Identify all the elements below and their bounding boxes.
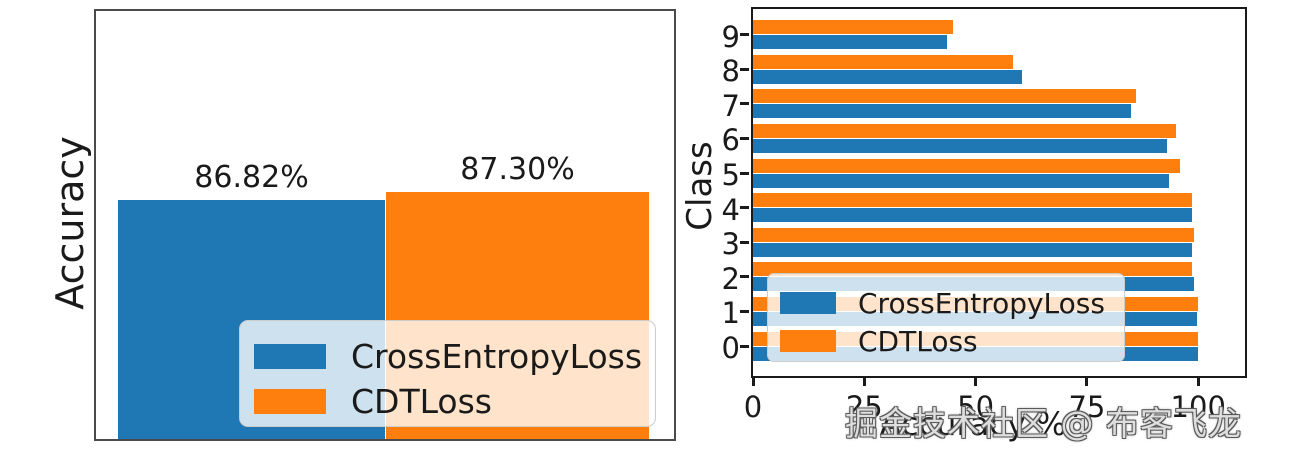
y-axis-tick-mark: [740, 206, 749, 210]
left-legend-row-crossentropyloss: CrossEntropyLoss: [254, 334, 655, 379]
right-y-axis-tick-marks: [740, 7, 751, 378]
bar-value-label-cdtloss: 87.30%: [460, 151, 575, 187]
legend-swatch-crossentropyloss-icon: [254, 344, 326, 369]
right-legend-label-crossentropyloss: CrossEntropyLoss: [858, 286, 1105, 320]
right-legend-row-crossentropyloss: CrossEntropyLoss: [780, 284, 1124, 322]
legend-swatch-crossentropyloss-icon: [780, 292, 836, 314]
right-x-axis-label: Accuracy %: [879, 405, 1067, 443]
right-bar-class2-cdtloss: [753, 262, 1192, 277]
y-axis-tick-mark: [740, 309, 749, 313]
x-axis-tick-mark: [1085, 378, 1089, 386]
right-plot-area: CrossEntropyLoss CDTLoss: [751, 7, 1247, 378]
x-axis-tick-mark: [751, 378, 755, 386]
right-bar-class8-cdtloss: [753, 54, 1014, 69]
right-x-axis-tick-labels: 0 25 50 75 100: [744, 378, 1247, 438]
left-legend-label-cdtloss: CDTLoss: [351, 382, 492, 421]
y-axis-tick-label-0: 0: [721, 331, 740, 365]
x-axis-tick-label-0: 0: [743, 390, 763, 424]
right-bar-class9-crossentropyloss: [753, 35, 947, 50]
right-legend-label-cdtloss: CDTLoss: [858, 324, 978, 358]
y-axis-tick-mark: [740, 136, 749, 140]
right-legend-row-cdtloss: CDTLoss: [780, 322, 1124, 360]
right-bar-class6-crossentropyloss: [753, 138, 1168, 153]
y-axis-tick-label-5: 5: [721, 158, 740, 192]
left-y-axis-label: Accuracy: [48, 136, 92, 310]
right-bar-class7-crossentropyloss: [753, 104, 1132, 119]
y-axis-tick-label-2: 2: [721, 261, 740, 296]
legend-swatch-cdtloss-icon: [254, 389, 326, 414]
y-axis-tick-label-4: 4: [721, 192, 740, 227]
right-bar-class9-cdtloss: [753, 20, 954, 35]
y-axis-tick-mark: [740, 102, 749, 106]
right-bar-class7-cdtloss: [753, 89, 1136, 104]
y-axis-tick-label-7: 7: [721, 88, 740, 123]
y-axis-tick-mark: [740, 275, 749, 279]
right-legend: CrossEntropyLoss CDTLoss: [767, 273, 1125, 362]
left-plot-area: CrossEntropyLoss CDTLoss 86.82% 87.30%: [94, 9, 676, 441]
right-bar-class3-cdtloss: [753, 227, 1194, 242]
left-legend: CrossEntropyLoss CDTLoss: [239, 320, 656, 427]
x-axis-tick-label-25: 25: [845, 390, 883, 424]
y-axis-tick-label-9: 9: [721, 19, 740, 54]
x-axis-tick-mark: [862, 378, 866, 386]
y-axis-tick-mark: [740, 344, 749, 348]
right-bar-class3-crossentropyloss: [753, 242, 1192, 257]
right-bar-class4-cdtloss: [753, 193, 1193, 208]
right-bar-class8-crossentropyloss: [753, 69, 1023, 84]
right-bar-class4-crossentropyloss: [753, 208, 1192, 223]
y-axis-tick-label-3: 3: [721, 227, 740, 262]
right-bar-class6-cdtloss: [753, 123, 1176, 138]
y-axis-tick-mark: [740, 240, 749, 244]
x-axis-tick-label-50: 50: [957, 390, 995, 424]
y-axis-tick-label-6: 6: [721, 123, 740, 158]
bar-value-label-crossentropyloss: 86.82%: [194, 159, 309, 195]
y-axis-tick-mark: [740, 67, 749, 71]
y-axis-tick-label-8: 8: [721, 54, 740, 89]
legend-swatch-cdtloss-icon: [780, 330, 836, 352]
x-axis-tick-mark: [1196, 378, 1200, 386]
right-bar-class5-crossentropyloss: [753, 173, 1170, 188]
watermark: 掘金技术社区 @ 布客飞龙: [845, 404, 1242, 443]
y-axis-tick-mark: [740, 171, 749, 175]
left-legend-row-cdtloss: CDTLoss: [254, 379, 655, 424]
y-axis-tick-mark: [740, 33, 749, 37]
x-axis-tick-label-100: 100: [1170, 390, 1226, 424]
x-axis-tick-label-75: 75: [1068, 390, 1106, 424]
left-legend-label-crossentropyloss: CrossEntropyLoss: [351, 337, 643, 376]
right-bar-class5-cdtloss: [753, 158, 1181, 173]
x-axis-tick-mark: [974, 378, 978, 386]
y-axis-tick-label-1: 1: [721, 296, 740, 331]
